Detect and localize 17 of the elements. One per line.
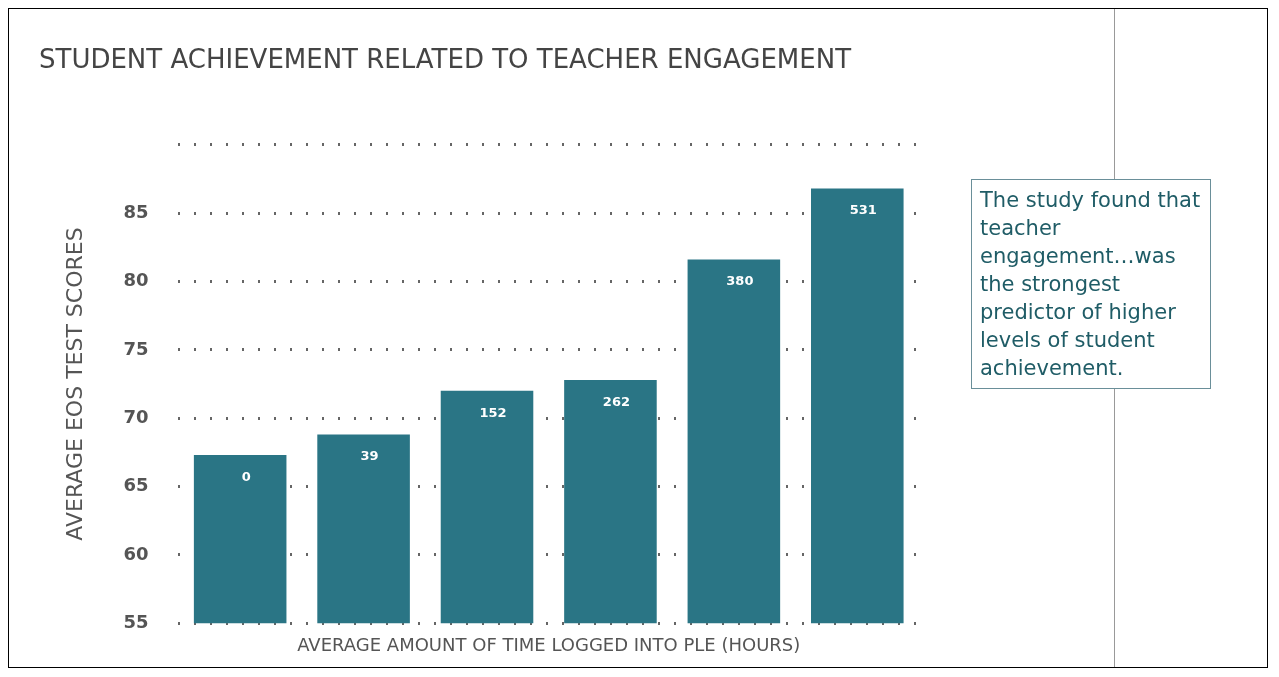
x-tick-label: 262 <box>602 393 631 409</box>
x-tick-label: 39 <box>360 448 379 464</box>
y-tick-label: 70 <box>123 405 149 427</box>
y-tick-label: 80 <box>123 269 149 291</box>
x-tick-label: 152 <box>479 404 507 420</box>
x-axis-title: AVERAGE AMOUNT OF TIME LOGGED INTO PLE (HOURS) <box>297 633 801 655</box>
y-axis-title: AVERAGE EOS TEST SCORES <box>61 227 87 541</box>
y-tick-label: 75 <box>123 337 149 359</box>
x-tick-label: 380 <box>726 273 754 289</box>
y-tick-label: 65 <box>123 474 149 496</box>
y-tick-label: 60 <box>123 542 149 564</box>
chart-title: STUDENT ACHIEVEMENT RELATED TO TEACHER ENGAGEMENT <box>39 44 852 74</box>
text: The study found that teacher engagement…was the strongest predictor of higher levels of student achievement. <box>971 179 1211 389</box>
x-tick-label: 531 <box>849 202 877 218</box>
y-tick-label: 55 <box>123 610 149 632</box>
y-tick-label: 85 <box>123 200 149 222</box>
x-tick-label: 0 <box>241 468 251 484</box>
